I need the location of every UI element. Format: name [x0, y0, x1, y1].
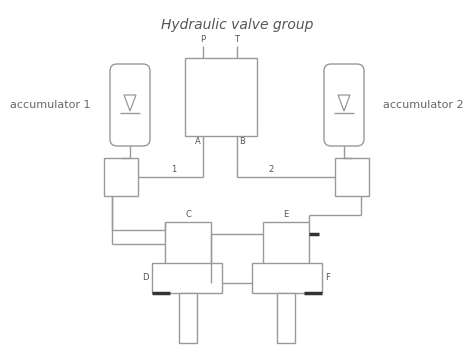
FancyBboxPatch shape: [324, 64, 364, 146]
Text: E: E: [283, 210, 289, 219]
Bar: [263, 222, 309, 266]
Bar: [152, 263, 222, 293]
Text: accumulator 1: accumulator 1: [10, 100, 91, 110]
Bar: [335, 158, 369, 196]
Text: F: F: [325, 274, 330, 283]
Text: 2: 2: [269, 165, 274, 174]
Text: D: D: [143, 274, 149, 283]
Text: 1: 1: [171, 165, 176, 174]
Text: Hydraulic valve group: Hydraulic valve group: [161, 18, 313, 32]
Bar: [252, 263, 322, 293]
Text: P: P: [201, 35, 206, 44]
FancyBboxPatch shape: [110, 64, 150, 146]
Bar: [179, 293, 197, 343]
Text: T: T: [235, 35, 239, 44]
Text: A: A: [195, 137, 201, 146]
Text: accumulator 2: accumulator 2: [383, 100, 464, 110]
Bar: [185, 58, 257, 136]
Text: B: B: [239, 137, 245, 146]
Bar: [165, 222, 211, 266]
Bar: [277, 293, 295, 343]
Bar: [104, 158, 138, 196]
Text: C: C: [185, 210, 191, 219]
